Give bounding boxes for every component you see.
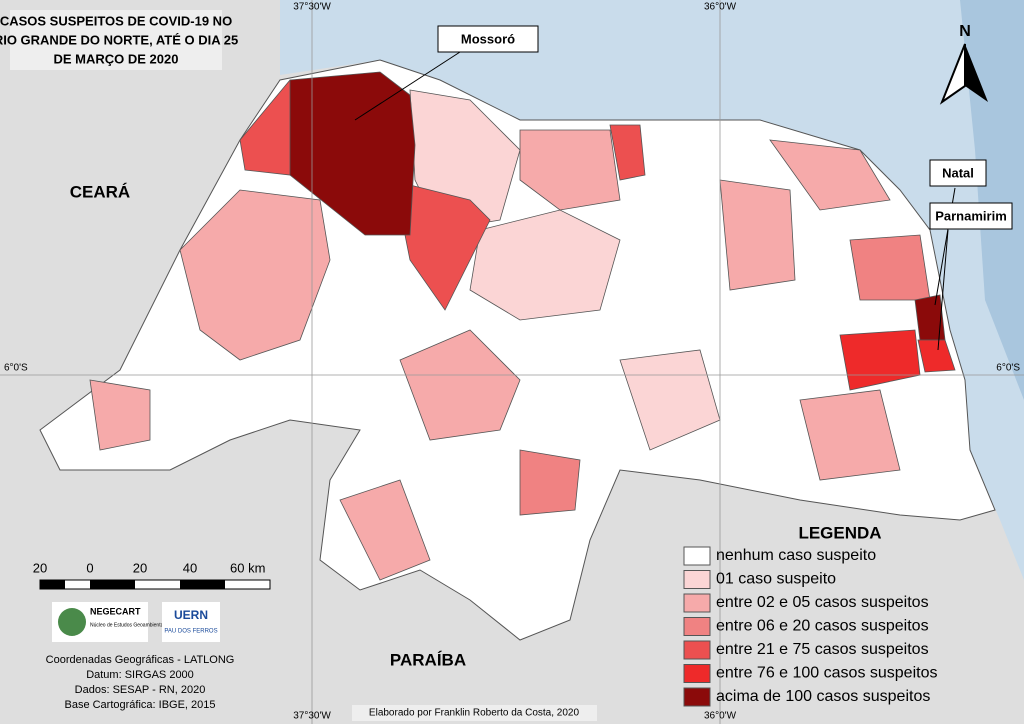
graticule-label: 36°0'W	[704, 711, 737, 722]
graticule-label: 6°0'S	[996, 363, 1020, 374]
scale-label: 20	[33, 560, 47, 575]
credit: Datum: SIRGAS 2000	[86, 669, 194, 681]
scale-label: 0	[86, 560, 93, 575]
legend-title: LEGENDA	[798, 523, 881, 542]
municipality-parnamirim	[917, 339, 956, 373]
scale-segment	[40, 580, 65, 589]
scale-label: 40	[183, 560, 197, 575]
title-box	[10, 10, 222, 70]
callout-box	[437, 25, 539, 53]
municipality	[799, 389, 901, 481]
legend-swatch	[683, 593, 711, 613]
scale-segment	[90, 580, 135, 589]
graticule-label: 37°30'W	[293, 711, 331, 722]
place-label: CEARÁ	[70, 182, 130, 201]
credit: Coordenadas Geográficas - LATLONG	[46, 654, 235, 666]
callout: Natal	[942, 165, 974, 180]
municipality-mossoro	[289, 71, 416, 236]
title: CASOS SUSPEITOS DE COVID-19 NO	[0, 13, 232, 28]
legend-swatch	[683, 617, 711, 636]
callout: Parnamirim	[935, 208, 1007, 223]
legend-swatch	[683, 664, 711, 683]
callout: Mossoró	[461, 31, 515, 46]
municipality	[769, 139, 891, 211]
north-arrow: N	[939, 23, 988, 105]
scale-label: 60 km	[230, 560, 265, 575]
logo-tree	[58, 608, 86, 636]
graticule-label: 36°0'W	[704, 2, 737, 13]
municipality	[89, 379, 151, 451]
logo-text: NEGECART	[90, 606, 141, 616]
scale-frame	[39, 579, 271, 590]
legend-label: 01 caso suspeito	[716, 571, 836, 588]
legend-label: acima de 100 casos suspeitos	[716, 688, 930, 705]
graticule-label: 6°0'S	[4, 363, 28, 374]
legend-swatch	[683, 570, 711, 589]
logo-box	[162, 602, 220, 642]
north-arrow-right	[965, 44, 988, 102]
credit: Base Cartográfica: IBGE, 2015	[64, 699, 215, 711]
municipality	[719, 179, 796, 291]
scale-segment	[180, 580, 225, 589]
municipality	[519, 449, 581, 516]
logo-text: UERN	[174, 608, 208, 622]
legend-label: entre 06 e 20 casos suspeitos	[716, 618, 929, 635]
legend-label: entre 21 e 75 casos suspeitos	[716, 641, 929, 658]
sea	[280, 0, 1024, 580]
legend-swatch	[683, 640, 711, 660]
callout-box	[929, 202, 1013, 230]
municipality	[519, 129, 621, 211]
municipality	[849, 234, 931, 301]
legend-swatch	[683, 546, 711, 566]
municipality	[399, 329, 521, 441]
author-box	[352, 705, 597, 721]
scale-bar: 20 0 20 40 60 km	[33, 560, 271, 590]
credit: Dados: SESAP - RN, 2020	[75, 684, 206, 696]
callout-line	[354, 51, 461, 121]
deep-sea	[960, 0, 1024, 400]
callout-box	[929, 159, 987, 187]
north-label: N	[959, 23, 971, 40]
legend-label: nenhum caso suspeito	[716, 547, 876, 564]
callout-line	[937, 229, 949, 351]
municipality	[179, 189, 331, 361]
title: DE MARÇO DE 2020	[54, 51, 179, 66]
legend-label: entre 76 e 100 casos suspeitos	[716, 665, 937, 682]
author: Elaborado por Franklin Roberto da Costa,…	[369, 708, 580, 719]
legend-swatch	[683, 687, 711, 707]
place-label: PARAÍBA	[390, 650, 466, 669]
legend: nenhum caso suspeito 01 caso suspeito entr…	[683, 546, 937, 707]
title: RIO GRANDE DO NORTE, ATÉ O DIA 25	[0, 32, 238, 47]
graticule-label: 37°30'W	[293, 2, 331, 13]
municipality	[609, 124, 646, 181]
scale-label: 20	[133, 560, 147, 575]
municipality	[339, 479, 431, 581]
logo-subtext: PAU DOS FERROS	[164, 629, 217, 635]
municipalities	[89, 71, 956, 581]
logo-subtext: Núcleo de Estudos Geoambientais e Cartog…	[90, 622, 203, 628]
legend-label: entre 02 e 05 casos suspeitos	[716, 594, 929, 611]
